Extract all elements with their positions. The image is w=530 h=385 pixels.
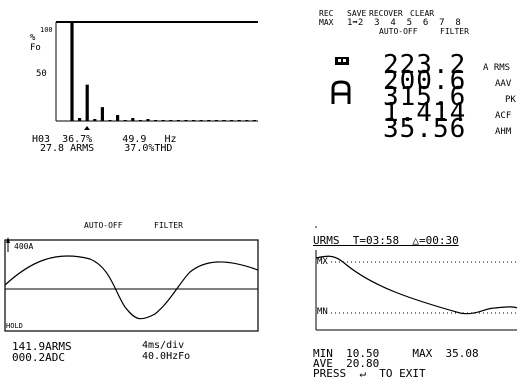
trend-trace (315, 255, 518, 315)
waveform-readout-left-1: 141.9ARMS (12, 340, 72, 353)
reading-value: 223.2 (383, 50, 467, 80)
harmonic-bar-h13 (161, 120, 165, 121)
reading-value: 35.56 (383, 114, 467, 144)
waveform-filter: FILTER (154, 221, 183, 230)
reading-value: 315.6 (383, 82, 467, 112)
harmonics-readout-line2: 27.8 ARMS 37.0%THD (40, 143, 173, 154)
harmonics-bars (70, 22, 256, 121)
harmonic-bar-h24 (245, 120, 249, 121)
reading-value: 1.414 (383, 98, 467, 128)
header-rec: REC (319, 9, 334, 18)
waveform-readout-right-2: 40.0HzFo (142, 351, 191, 362)
waveform-frame (4, 239, 259, 332)
trend-chart (315, 226, 518, 331)
harmonic-bar-h22 (230, 120, 234, 121)
harmonics-cursor-marker (84, 126, 90, 130)
harmonic-bar-h19 (207, 120, 211, 121)
harmonic-bar-h16 (184, 120, 188, 121)
header-recover: RECOVER (369, 9, 403, 18)
trend-line2: AVE 20.80 (313, 357, 380, 370)
meter-panel: REC MAX SAVE RECOVER CLEAR 1➡2 3 4 5 6 7… (265, 0, 530, 192)
harmonic-bar-h25 (252, 120, 256, 121)
harmonics-y-unit-bottom: Fo (30, 43, 41, 53)
waveform-readout-right-1: 4ms/div (142, 340, 185, 351)
waveform-trace (4, 255, 259, 320)
harmonics-readout-line1: H03 36.7% 49.9 Hz (32, 134, 177, 145)
harmonic-bar-h08 (123, 120, 127, 121)
harmonic-bar-h18 (199, 120, 203, 121)
header-clear: CLEAR (410, 9, 435, 18)
reading-value: 200.6 (383, 66, 467, 96)
harmonic-bar-h04 (93, 119, 97, 121)
harmonic-bar-h09 (131, 118, 135, 121)
waveform-up-arrow (6, 237, 10, 243)
reading-unit: PK (505, 95, 516, 105)
header-autooff: AUTO-OFF (379, 27, 418, 36)
harmonic-bar-h17 (192, 120, 196, 121)
harmonic-bar-h20 (214, 120, 218, 121)
trend-mx-label: MX (317, 257, 328, 267)
harmonic-bar-h12 (154, 120, 158, 121)
battery-icon (335, 57, 349, 65)
harmonics-panel: % Fo 100 50 H03 36.7% 49.9 Hz 27.8 ARMS … (0, 0, 265, 192)
reading-unit: ACF (495, 111, 512, 121)
reading-unit: AAV (495, 79, 512, 89)
waveform-hold: HOLD (6, 322, 23, 330)
header-numbers: 1➡2 3 4 5 6 7 8 (347, 18, 461, 28)
trend-header: URMS T=03:58 △=00:30 (313, 234, 459, 247)
harmonics-chart (55, 21, 258, 130)
harmonic-bar-h03 (85, 84, 89, 121)
waveform-panel: AUTO-OFF FILTER 400A HOLD 141.9ARMS 000.… (0, 192, 265, 385)
harmonics-y-tick-100: 100 (40, 26, 53, 34)
harmonic-bar-h15 (176, 120, 180, 121)
harmonic-bar-h05 (100, 107, 104, 121)
waveform-readout-left-2: 000.2ADC (12, 351, 65, 364)
harmonics-y-tick-50: 50 (36, 69, 47, 79)
waveform-autooff: AUTO-OFF (84, 221, 123, 230)
reading-unit: AHM (495, 127, 512, 137)
waveform-chart (4, 237, 259, 332)
harmonic-bar-h01 (70, 22, 74, 121)
harmonic-bar-h14 (169, 120, 173, 121)
waveform-y-label: 400A (14, 242, 34, 251)
header-filter: FILTER (440, 27, 469, 36)
header-save: SAVE (347, 9, 367, 18)
trend-panel: URMS T=03:58 △=00:30 MX MN MIN 10.50 MAX… (265, 192, 530, 385)
header-max: MAX (319, 18, 334, 27)
harmonics-y-unit-top: % (30, 33, 36, 43)
range-letter-a (331, 80, 351, 104)
harmonic-bar-h02 (78, 118, 82, 121)
harmonic-bar-h21 (222, 120, 226, 121)
harmonic-bar-h10 (138, 120, 142, 121)
harmonic-bar-h07 (116, 115, 120, 121)
harmonic-bar-h23 (237, 120, 241, 121)
trend-mn-label: MN (317, 307, 328, 317)
harmonic-bar-h06 (108, 120, 112, 121)
trend-line1: MIN 10.50 MAX 35.08 (313, 347, 479, 360)
harmonic-bar-h11 (146, 119, 150, 121)
reading-unit: A RMS (483, 63, 511, 73)
trend-line3: PRESS ↵ TO EXIT (313, 367, 426, 380)
